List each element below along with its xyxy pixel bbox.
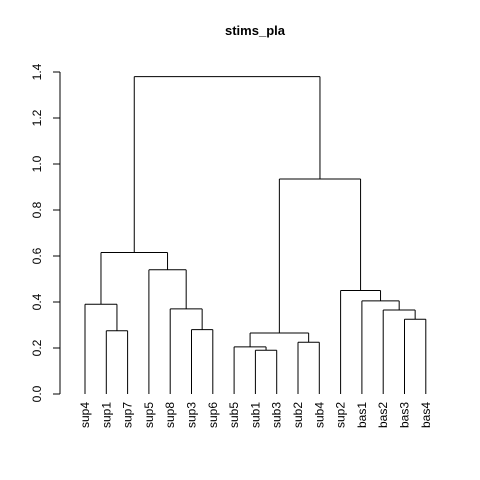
- leaf-label: sup4: [78, 402, 92, 428]
- y-tick-label: 0.6: [30, 247, 44, 264]
- leaf-label: sup6: [206, 402, 220, 428]
- leaf-label: sub5: [227, 402, 241, 428]
- leaf-label: sup3: [185, 402, 199, 428]
- leaf-label: sub2: [291, 402, 305, 428]
- leaf-label: bas1: [355, 402, 369, 428]
- y-axis: 0.0 0.2 0.4 0.6 0.8 1.0 1.2 1.4: [30, 63, 61, 402]
- leaf-label: sub4: [312, 402, 326, 428]
- leaf-label: sup7: [121, 402, 135, 428]
- y-tick-label: 0.2: [30, 339, 44, 356]
- leaf-label: sup5: [142, 402, 156, 428]
- chart-title: stims_pla: [225, 23, 286, 38]
- leaf-label: sub3: [270, 402, 284, 428]
- y-tick-label: 1.2: [30, 109, 44, 126]
- y-tick-label: 0.0: [30, 385, 44, 402]
- y-tick-label: 1.4: [30, 63, 44, 80]
- y-tick-label: 1.0: [30, 155, 44, 172]
- leaf-label: sup8: [163, 402, 177, 428]
- leaf-label: sup1: [99, 402, 113, 428]
- leaf-label: bas2: [376, 402, 390, 428]
- y-tick-label: 0.4: [30, 293, 44, 310]
- leaf-label: sub1: [248, 402, 262, 428]
- leaf-label: bas4: [419, 402, 433, 428]
- leaf-label: bas3: [398, 402, 412, 428]
- leaf-label: sup2: [334, 402, 348, 428]
- leaf-labels: sup4 sup1 sup7 sup5 sup8 sup3 sup6 sub5 sub1 sub3…: [78, 402, 433, 428]
- dendrogram-branches: [84, 76, 427, 394]
- y-tick-label: 0.8: [30, 201, 44, 218]
